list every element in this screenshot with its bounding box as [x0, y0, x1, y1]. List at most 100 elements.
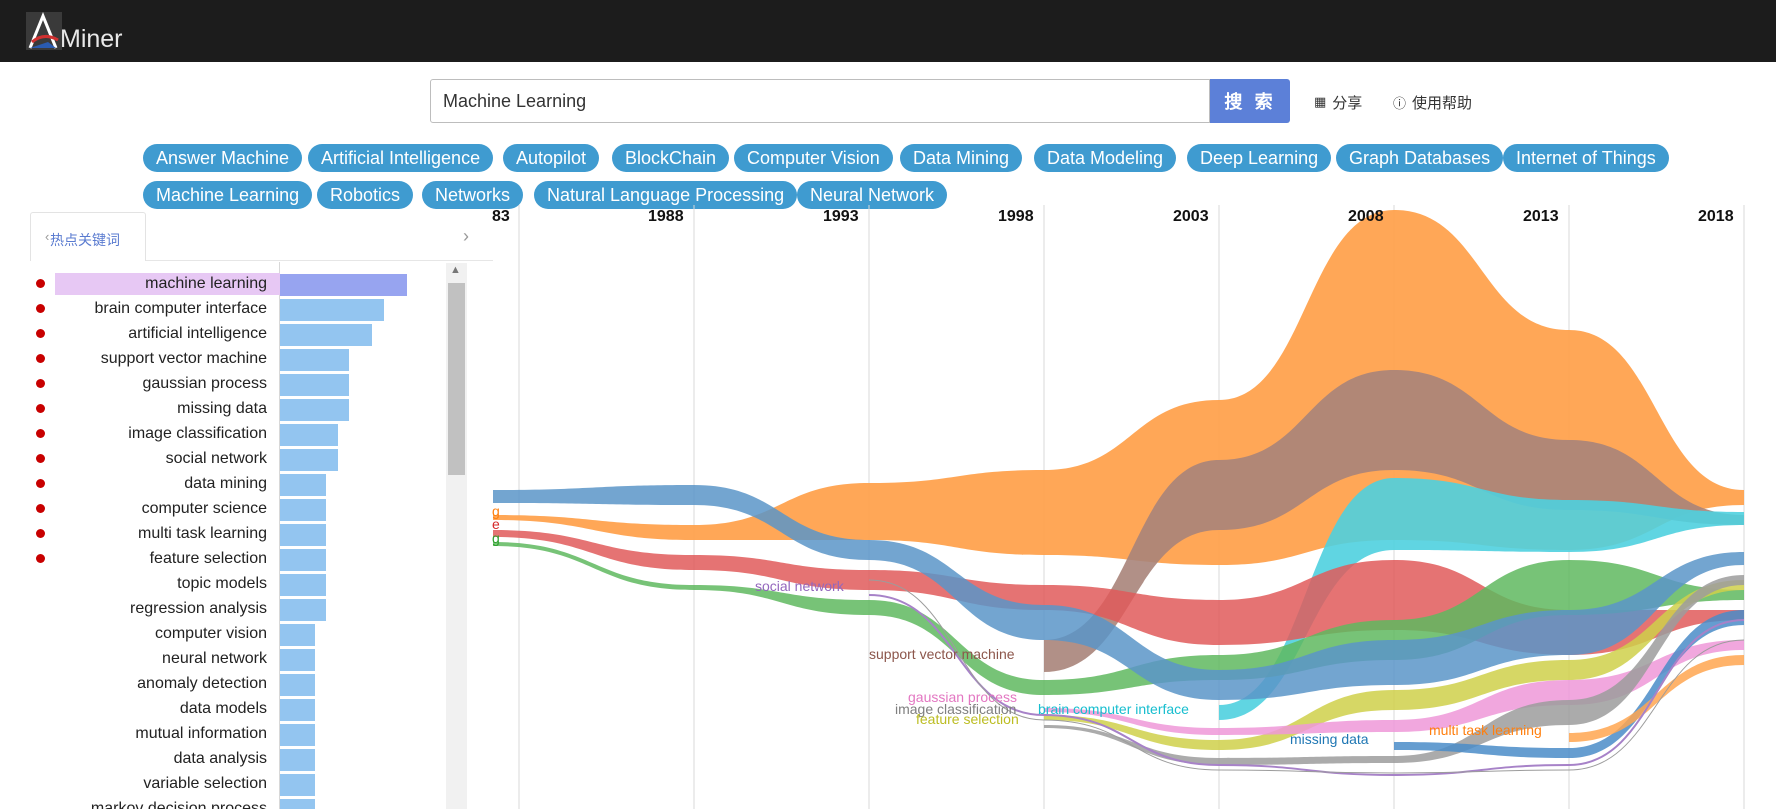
stream-data-mining[interactable]: [493, 542, 1744, 695]
stream-thin-line[interactable]: [868, 579, 1745, 774]
series-label[interactable]: support vector machine: [869, 646, 1015, 662]
keyword-bar[interactable]: [280, 474, 326, 496]
topic-tag[interactable]: Deep Learning: [1187, 144, 1332, 172]
year-label: 83: [492, 208, 510, 225]
keyword-row[interactable]: topic models: [30, 572, 450, 596]
keyword-row[interactable]: computer science: [30, 497, 450, 521]
year-label: 1998: [998, 208, 1034, 225]
chevron-left-icon[interactable]: ‹: [45, 229, 50, 244]
topic-tag[interactable]: Artificial Intelligence: [308, 144, 494, 172]
stream-brain-computer-interface[interactable]: [1219, 478, 1744, 720]
hot-keywords-tab[interactable]: ‹ 热点关键词: [30, 212, 146, 261]
keyword-bar[interactable]: [280, 674, 315, 696]
tab-divider: [146, 260, 493, 261]
scroll-up-arrow-icon[interactable]: ▲: [450, 264, 461, 276]
keyword-bar[interactable]: [280, 774, 315, 796]
keyword-row[interactable]: gaussian process: [30, 372, 450, 396]
keyword-row[interactable]: anomaly detection: [30, 672, 450, 696]
keyword-label: feature selection: [149, 550, 267, 567]
topic-tag[interactable]: Robotics: [317, 181, 414, 209]
keyword-bar[interactable]: [280, 449, 338, 471]
keyword-row[interactable]: variable selection: [30, 772, 450, 796]
keyword-bar[interactable]: [280, 699, 315, 721]
keyword-label: missing data: [177, 400, 267, 417]
keyword-bar[interactable]: [280, 549, 326, 571]
keyword-bar[interactable]: [280, 499, 326, 521]
series-label[interactable]: gaussian process: [908, 689, 1017, 705]
keyword-row[interactable]: brain computer interface: [30, 297, 450, 321]
keyword-row[interactable]: feature selection: [30, 547, 450, 571]
topic-tag[interactable]: Data Modeling: [1034, 144, 1177, 172]
stream-gaussian-process[interactable]: [1044, 640, 1744, 735]
topic-tag[interactable]: Answer Machine: [143, 144, 303, 172]
hot-dot: [36, 379, 45, 388]
keyword-row[interactable]: multi task learning: [30, 522, 450, 546]
keyword-row[interactable]: machine learning: [30, 272, 450, 296]
series-label[interactable]: social network: [755, 578, 844, 594]
keyword-bar[interactable]: [280, 649, 315, 671]
topic-tag[interactable]: Internet of Things: [1503, 144, 1669, 172]
stream-multi-task-learning[interactable]: [1569, 655, 1744, 742]
topic-tag[interactable]: Autopilot: [503, 144, 600, 172]
scrollbar-thumb[interactable]: [448, 283, 465, 475]
keyword-row[interactable]: mutual information: [30, 722, 450, 746]
series-label[interactable]: feature selection: [916, 711, 1019, 727]
keyword-bar[interactable]: [280, 624, 315, 646]
keyword-bar[interactable]: [280, 799, 315, 809]
stream-machine-learning[interactable]: [493, 210, 1744, 565]
keyword-bar[interactable]: [280, 324, 372, 346]
topic-tag[interactable]: Graph Databases: [1336, 144, 1504, 172]
topic-tag[interactable]: Machine Learning: [143, 181, 313, 209]
keyword-bar[interactable]: [280, 299, 384, 321]
keyword-row[interactable]: missing data: [30, 397, 450, 421]
keyword-bar[interactable]: [280, 399, 349, 421]
keyword-label: artificial intelligence: [128, 325, 267, 342]
hot-dot: [36, 529, 45, 538]
topic-tag[interactable]: Natural Language Processing: [534, 181, 798, 209]
keyword-bar[interactable]: [280, 349, 349, 371]
stream-image-classification[interactable]: [1044, 575, 1744, 765]
aminer-logo[interactable]: Miner: [26, 12, 156, 53]
stream-support-vector-machine[interactable]: [1044, 370, 1744, 672]
topic-tag[interactable]: Networks: [422, 181, 524, 209]
keyword-label: data models: [179, 700, 267, 717]
search-input[interactable]: [430, 79, 1210, 123]
keyword-bar[interactable]: [280, 524, 326, 546]
keyword-row[interactable]: image classification: [30, 422, 450, 446]
keyword-row[interactable]: data analysis: [30, 747, 450, 771]
keyword-row[interactable]: data models: [30, 697, 450, 721]
keyword-bar[interactable]: [280, 274, 407, 296]
keyword-row[interactable]: regression analysis: [30, 597, 450, 621]
keyword-row[interactable]: social network: [30, 447, 450, 471]
series-label[interactable]: multi task learning: [1429, 722, 1542, 738]
stream-feature-selection[interactable]: [1044, 580, 1744, 750]
keyword-row[interactable]: neural network: [30, 647, 450, 671]
keyword-bar[interactable]: [280, 374, 349, 396]
series-label[interactable]: brain computer interface: [1038, 701, 1189, 717]
series-label[interactable]: missing data: [1290, 731, 1369, 747]
keyword-row[interactable]: markov decision process: [30, 797, 450, 809]
stream-missing-data[interactable]: [1394, 610, 1744, 758]
topic-tag[interactable]: Neural Network: [797, 181, 948, 209]
keyword-bar[interactable]: [280, 424, 338, 446]
keyword-row[interactable]: data mining: [30, 472, 450, 496]
keyword-row[interactable]: artificial intelligence: [30, 322, 450, 346]
share-link[interactable]: ▦ 分享: [1314, 92, 1362, 113]
keyword-bar[interactable]: [280, 724, 315, 746]
stream-purple-thin[interactable]: [868, 594, 1745, 777]
keyword-bar[interactable]: [280, 574, 326, 596]
keyword-bar[interactable]: [280, 599, 326, 621]
keyword-row[interactable]: support vector machine: [30, 347, 450, 371]
topic-tag[interactable]: Data Mining: [900, 144, 1023, 172]
chevron-right-icon[interactable]: ›: [463, 226, 469, 246]
topic-tag[interactable]: Computer Vision: [734, 144, 893, 172]
stream-social-network[interactable]: [493, 485, 1744, 700]
help-link[interactable]: ⓘ 使用帮助: [1393, 92, 1472, 113]
keyword-label: data mining: [184, 475, 267, 492]
keyword-bar[interactable]: [280, 749, 315, 771]
topic-tag[interactable]: BlockChain: [612, 144, 730, 172]
keyword-row[interactable]: computer vision: [30, 622, 450, 646]
series-label[interactable]: image classification: [895, 701, 1017, 717]
search-button[interactable]: 搜 索: [1210, 79, 1290, 123]
keyword-streamgraph: [490, 205, 1746, 809]
